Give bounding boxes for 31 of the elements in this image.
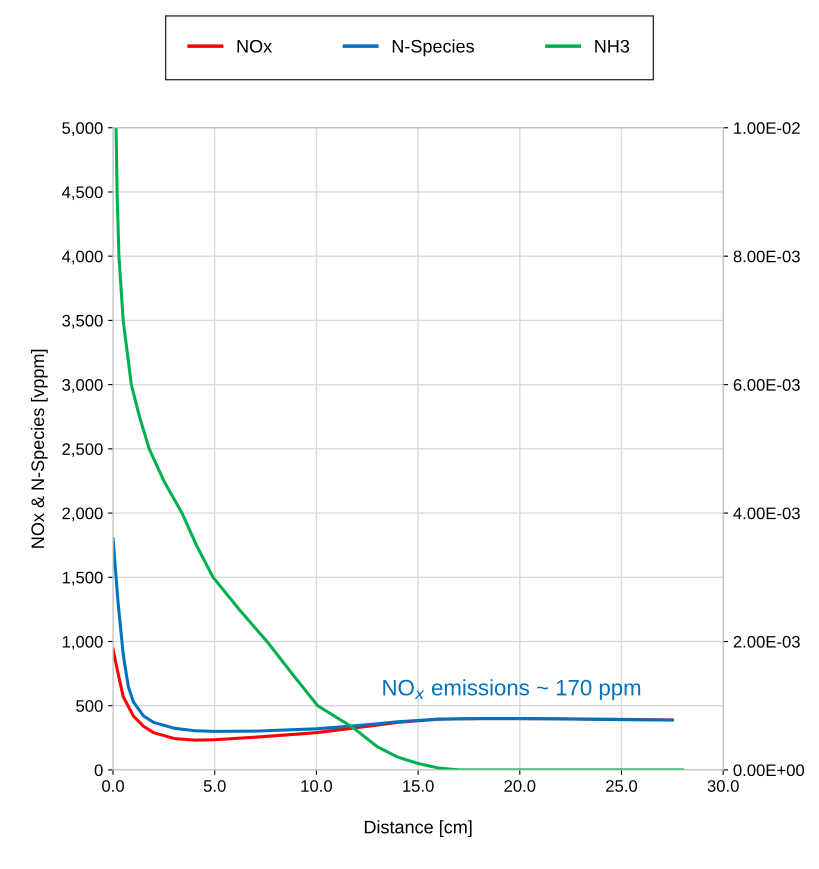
y-tick-label: 2,000 (62, 507, 103, 522)
x-tick-label: 15.0 (403, 780, 434, 792)
x-tick-label: 10.0 (301, 780, 332, 792)
y-tick-label: 0 (94, 764, 103, 776)
y2-tick-label: 8.00E-03 (734, 250, 800, 262)
y-tick-label: 5,000 (62, 122, 103, 136)
y-tick-label: 4,500 (62, 186, 103, 200)
line-series (113, 537, 674, 733)
y2-tick-label: 2.00E-03 (734, 636, 800, 648)
legend-label: NOx (238, 40, 272, 53)
y-tick-label: 500 (76, 700, 103, 712)
y2-tick-label: 6.00E-03 (734, 379, 800, 391)
x-tick-label: 30.0 (708, 780, 739, 792)
y-tick-label: 4,000 (62, 250, 103, 264)
legend-label: N-Species (392, 39, 474, 56)
x-tick-label: 25.0 (606, 780, 638, 792)
x-tick-label: 20.0 (504, 780, 536, 792)
y-tick-label: 3,500 (62, 314, 103, 329)
x-tick-label: 0.0 (102, 780, 124, 792)
y-tick-label: 1,000 (62, 636, 103, 650)
annotation: NO$_{x}$ emissions ~ 170 ppm (383, 679, 640, 700)
legend-label: NH3 (595, 40, 630, 53)
y-axis-title: NOx & N-Species [vppm] (30, 350, 48, 548)
x-axis-title: Distance [cm] (364, 820, 472, 838)
y2-tick-label: 1.00E-02 (734, 122, 800, 134)
y-tick-label: 1,500 (62, 572, 103, 586)
y2-tick-label: 4.00E-03 (733, 507, 800, 520)
x-tick-label: 5.0 (204, 780, 226, 792)
y-tick-label: 2,500 (62, 443, 103, 458)
y2-tick-label: 0.00E+00 (734, 764, 804, 776)
y-tick-label: 3,000 (62, 379, 103, 393)
